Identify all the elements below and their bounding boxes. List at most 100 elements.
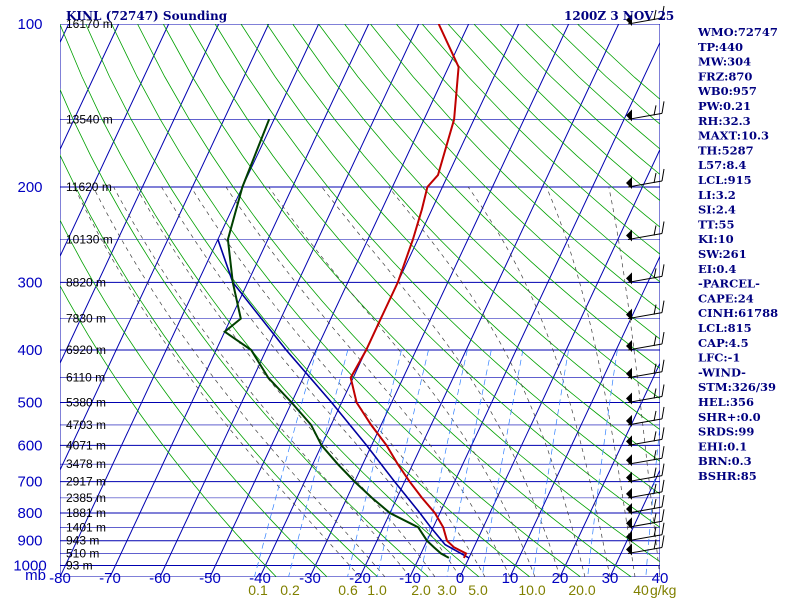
sounding-datetime: 1200Z 3 NOV 25 (564, 9, 674, 23)
wind-barb-flag (653, 304, 657, 315)
wind-barb-staff (627, 438, 663, 446)
wind-barb-staff (627, 546, 663, 554)
stability-index-item: LI:3.2 (698, 188, 736, 202)
isotherm--30 (309, 24, 570, 577)
wind-barb-pennant (626, 435, 632, 448)
wind-barb-pennant (626, 517, 632, 530)
pressure-label-200: 200 (17, 179, 42, 196)
mixing-ratio-unit: g/kg (650, 582, 676, 598)
wind-barb-flag (661, 509, 665, 522)
stability-index-item: SRDS:99 (698, 425, 754, 439)
moist-adiabat (190, 186, 486, 577)
isotherm--60 (159, 24, 420, 577)
moist-adiabat (608, 186, 660, 577)
moist-adiabat (73, 186, 361, 577)
wind-barb-pennant (626, 109, 632, 122)
stability-index-item: SHR+:0.0 (698, 410, 761, 424)
stability-index-item: CAPE:24 (698, 291, 754, 305)
dry-adiabat (137, 24, 632, 577)
mixing-ratio-line (645, 423, 660, 577)
height-label: 1881 m (66, 506, 106, 520)
stability-index-item: MW:304 (698, 55, 751, 69)
wind-barb-flag (661, 427, 665, 440)
wind-barb-flag (653, 410, 657, 422)
temperature-tick-label: 0 (456, 570, 464, 587)
stability-index-item: WB0:957 (697, 84, 757, 98)
pressure-label-600: 600 (17, 437, 42, 454)
wind-barb-staff (627, 17, 663, 25)
wind-barb (626, 300, 665, 321)
stability-index-item: HEL:356 (698, 395, 754, 409)
wind-barb-layer (626, 5, 665, 556)
isotherm-20 (559, 362, 660, 577)
wind-barb-flag (661, 331, 665, 345)
wind-barb-flag (653, 388, 657, 399)
wind-barb-flag (653, 498, 657, 510)
wind-barb-staff (627, 534, 663, 542)
wind-barb-flag (661, 168, 665, 182)
height-label: 6920 m (66, 343, 106, 357)
wind-barb-flag (661, 463, 665, 476)
wind-barb-pennant (626, 340, 632, 353)
isotherm-0 (459, 148, 660, 577)
stability-indices-panel: WMO:72747TP:440MW:304FRZ:870WB0:957PW:0.… (697, 25, 778, 483)
temperature-tick-label: -10 (399, 570, 421, 587)
wind-barb (626, 168, 665, 190)
wind-barb-flag (661, 522, 665, 535)
temperature-tick-label: -40 (249, 570, 271, 587)
moist-adiabat (161, 186, 461, 577)
wind-barb-flag (661, 300, 665, 313)
mixing-ratio-label: 5.0 (468, 582, 488, 598)
stability-index-item: WMO:72747 (697, 25, 778, 39)
temperature-tick-label: -50 (199, 570, 221, 587)
dry-adiabat (421, 24, 660, 255)
temperature-tick-label: -30 (299, 570, 321, 587)
stability-index-item: -WIND- (698, 365, 746, 379)
dry-adiabat (370, 24, 660, 311)
wind-barb-flag (653, 539, 657, 550)
stability-index-item: PW:0.21 (698, 99, 751, 113)
wind-barb-pennant (626, 14, 632, 26)
wind-barb-staff (627, 371, 663, 379)
temperature-tick-label: -80 (49, 570, 71, 587)
dry-adiabat (85, 24, 531, 577)
wind-barb-flag (653, 431, 657, 442)
pressure-label-100: 100 (17, 16, 42, 33)
height-label: 4703 m (66, 418, 106, 432)
isotherm--100 (60, 24, 220, 365)
stability-index-item: LCL:915 (698, 173, 752, 187)
wind-barb-flag (661, 264, 665, 277)
stability-index-item: BRN:0.3 (698, 454, 752, 468)
pressure-label-500: 500 (17, 395, 42, 412)
stability-index-item: LCL:815 (698, 321, 752, 335)
isotherm-30 (609, 468, 660, 577)
wind-barb (626, 406, 665, 427)
pressure-label-900: 900 (17, 533, 42, 550)
dry-adiabat (111, 24, 581, 577)
wind-barb-pennant (626, 530, 632, 543)
stability-index-item: TT:55 (698, 217, 735, 231)
parcel-trace (217, 239, 470, 559)
height-label: 11620 m (66, 180, 112, 194)
pressure-label-1000: 1000 (13, 558, 46, 575)
wind-barb-flag (653, 483, 657, 494)
wind-barb-pennant (626, 454, 632, 467)
isotherm--80 (60, 24, 320, 577)
wind-barb-flag (653, 268, 657, 279)
mixing-ratio-line (446, 349, 492, 577)
height-label: 13540 m (66, 112, 113, 126)
temperature-tick-label: 30 (602, 570, 619, 587)
height-label: 6110 m (66, 371, 105, 385)
stability-index-item: TP:440 (698, 40, 743, 54)
stability-index-item: RH:32.3 (698, 114, 751, 128)
dewpoint-trace (223, 119, 450, 559)
wind-barb-staff (627, 457, 663, 465)
mixing-ratio-line (254, 349, 318, 577)
wind-barb-staff (627, 312, 663, 320)
wind-barb-pennant (626, 471, 632, 484)
wind-barb-flag (653, 335, 657, 347)
height-label: 943 m (66, 534, 99, 548)
temperature-tick-label: 20 (552, 570, 569, 587)
isotherm--130 (60, 24, 70, 44)
